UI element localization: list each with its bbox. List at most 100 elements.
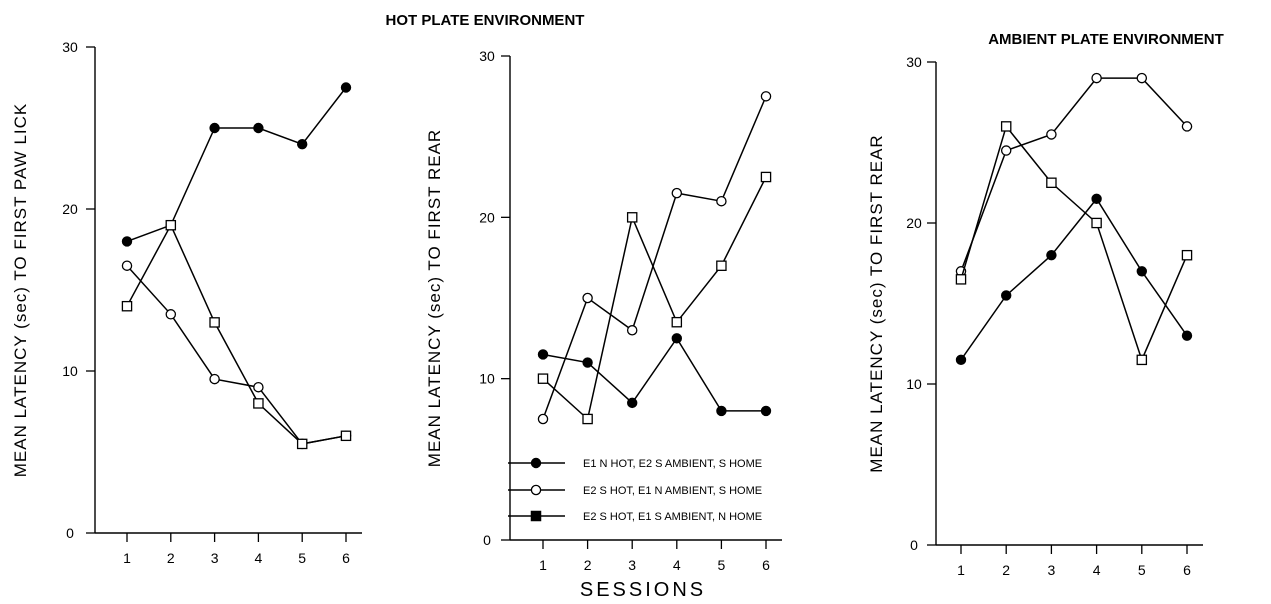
- y-tick-label: 10: [479, 371, 495, 387]
- data-point: [121, 236, 133, 247]
- ambient-plate-title: AMBIENT PLATE ENVIRONMENT: [988, 31, 1224, 48]
- x-axis-label: SESSIONS: [580, 579, 706, 601]
- x-tick-label: 1: [957, 562, 965, 578]
- series-line: [542, 176, 767, 421]
- data-point: [1181, 330, 1193, 341]
- data-point: [537, 373, 549, 384]
- y-tick-label: 0: [910, 537, 918, 553]
- series-line: [126, 87, 347, 243]
- x-tick-label: 1: [123, 550, 131, 566]
- x-tick-label: 3: [628, 557, 636, 573]
- y-tick-label: 20: [62, 201, 78, 217]
- y-tick-label: 30: [62, 39, 78, 55]
- legend: E1 N HOT, E2 S AMBIENT, S HOME E2 S HOT, …: [508, 457, 762, 523]
- data-point: [1181, 121, 1193, 132]
- data-point: [165, 309, 177, 320]
- y-tick-label: 0: [483, 532, 491, 548]
- data-point: [297, 138, 308, 150]
- data-point: [1091, 72, 1102, 84]
- data-point: [1000, 121, 1012, 132]
- data-point: [760, 91, 772, 102]
- data-point: [340, 82, 352, 93]
- data-point: [253, 398, 264, 409]
- data-point: [716, 405, 727, 417]
- series-3: [121, 219, 352, 450]
- data-point: [716, 260, 727, 271]
- series-1: [537, 333, 772, 417]
- series-2: [537, 91, 772, 425]
- series-line: [542, 96, 767, 420]
- data-point: [537, 413, 549, 425]
- data-point: [165, 219, 177, 231]
- series-line: [960, 124, 1188, 362]
- x-tick-label: 6: [342, 550, 350, 566]
- y-tick-label: 0: [66, 525, 74, 541]
- series-1: [121, 82, 352, 247]
- series-3: [955, 121, 1193, 366]
- data-point: [671, 187, 683, 199]
- hot-plate-title: HOT PLATE ENVIRONMENT: [386, 12, 585, 29]
- data-point: [582, 292, 593, 304]
- y-axis-label: MEAN LATENCY (sec) TO FIRST REAR: [425, 129, 444, 467]
- data-point: [1136, 354, 1148, 366]
- legend-item: E1 N HOT, E2 S AMBIENT, S HOME: [508, 457, 762, 470]
- data-point: [1000, 145, 1012, 156]
- x-tick-label: 5: [1138, 562, 1146, 578]
- data-point: [1181, 249, 1193, 261]
- series-line: [126, 223, 347, 445]
- data-point: [760, 405, 772, 417]
- panel-1: 0 10 20 30 1 2 3 4 5 6 MEAN LATENCY (sec) TO FIRST…: [11, 39, 362, 566]
- y-tick-label: 30: [906, 54, 922, 70]
- legend-marker: [530, 457, 542, 469]
- x-tick-label: 6: [1183, 562, 1191, 578]
- y-tick-label: 10: [906, 376, 922, 392]
- series-2: [121, 260, 352, 450]
- x-tick-label: 3: [1048, 562, 1056, 578]
- data-point: [955, 354, 967, 366]
- x-tick-label: 3: [211, 550, 219, 566]
- x-tick-label: 2: [1002, 562, 1010, 578]
- legend-marker: [530, 510, 542, 522]
- data-point: [1136, 72, 1148, 84]
- data-point: [1046, 249, 1057, 261]
- legend-label: E1 N HOT, E2 S AMBIENT, S HOME: [583, 458, 762, 470]
- y-axis-label: MEAN LATENCY (sec) TO FIRST REAR: [867, 134, 886, 472]
- x-tick-label: 2: [584, 557, 592, 573]
- x-tick-label: 6: [762, 557, 770, 573]
- data-point: [121, 260, 133, 271]
- data-point: [209, 317, 220, 328]
- panel-3: 0 10 20 30 1 2 3 4 5 6 MEAN LATENCY (sec) TO FIRST…: [867, 54, 1203, 578]
- data-point: [627, 397, 638, 409]
- data-point: [626, 212, 638, 223]
- data-point: [340, 430, 352, 442]
- panel-2: 0 10 20 30 1 2 3 4 5 6 MEAN LATENCY (sec) TO FIRST…: [425, 48, 782, 573]
- series-line: [960, 77, 1188, 272]
- series-1: [955, 193, 1193, 366]
- y-tick-label: 10: [62, 363, 78, 379]
- data-point: [1136, 266, 1148, 277]
- legend-item: E2 S HOT, E1 S AMBIENT, N HOME: [508, 510, 762, 523]
- data-point: [296, 438, 308, 450]
- data-point: [1091, 193, 1102, 205]
- data-point: [760, 171, 772, 183]
- data-point: [537, 349, 549, 360]
- legend-label: E2 S HOT, E1 N AMBIENT, S HOME: [583, 485, 762, 497]
- x-tick-label: 1: [539, 557, 547, 573]
- data-point: [209, 373, 220, 385]
- y-tick-label: 30: [479, 48, 495, 64]
- series-2: [955, 72, 1193, 277]
- data-point: [955, 274, 967, 285]
- data-point: [716, 195, 727, 207]
- x-tick-label: 4: [673, 557, 681, 573]
- data-point: [253, 122, 264, 134]
- data-point: [671, 333, 683, 344]
- data-point: [1091, 217, 1102, 229]
- series-3: [537, 171, 772, 425]
- series-line: [126, 265, 347, 445]
- data-point: [582, 357, 593, 368]
- x-tick-label: 5: [718, 557, 726, 573]
- series-line: [542, 336, 766, 412]
- data-point: [582, 413, 593, 425]
